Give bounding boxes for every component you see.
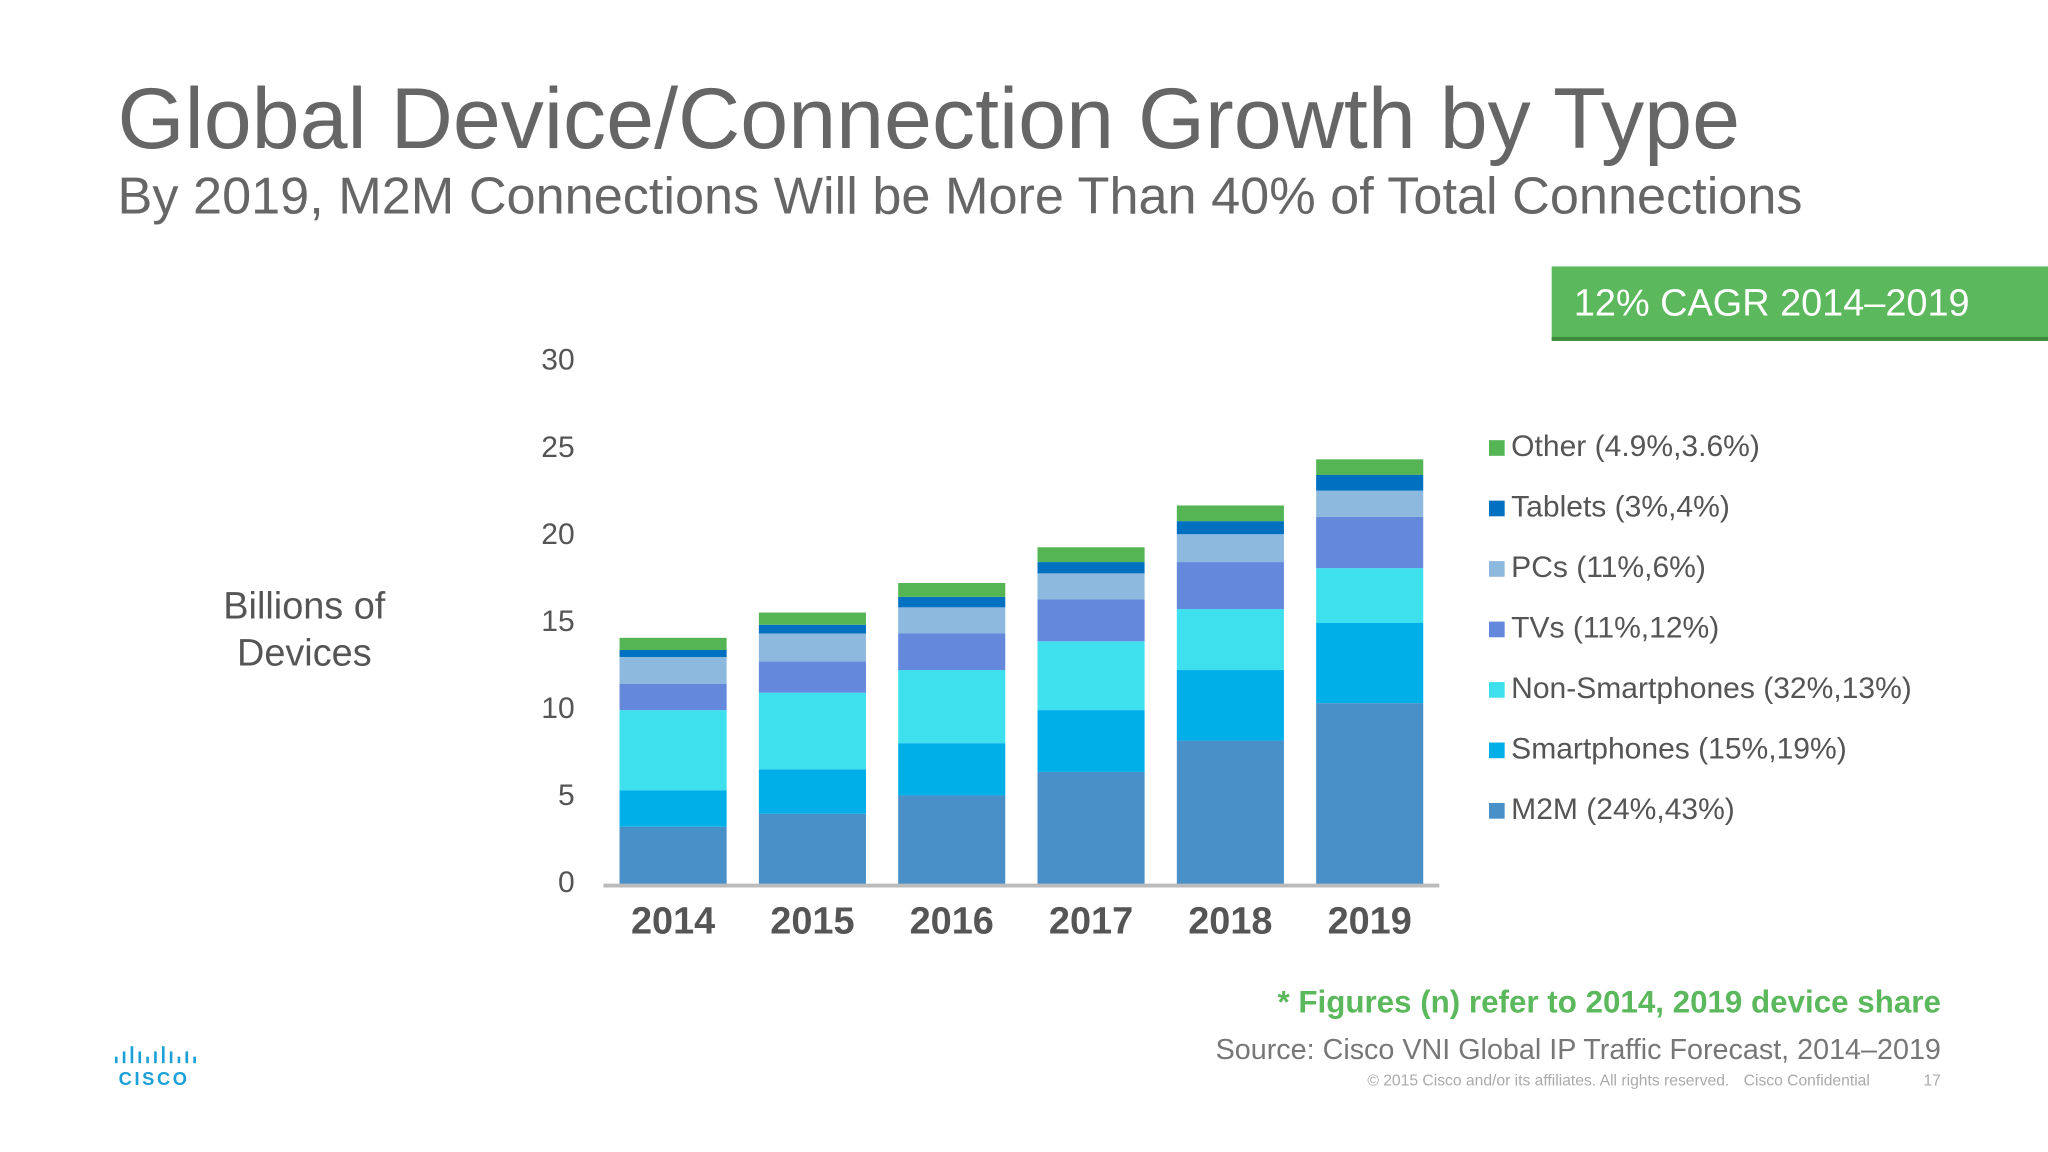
- bar-segment: [758, 813, 866, 885]
- bar-segment: [1176, 609, 1284, 671]
- bar-segment: [1316, 474, 1424, 491]
- y-tick-label: 15: [541, 605, 574, 638]
- bar-segment: [1316, 490, 1424, 517]
- bar-segment: [1176, 505, 1284, 522]
- page-number: 17: [1923, 1073, 1940, 1090]
- y-tick-label: 0: [558, 866, 575, 899]
- x-tick-label: 2018: [1188, 900, 1272, 942]
- bar-segment: [1037, 710, 1145, 772]
- bar-segment: [619, 683, 727, 711]
- bar-segment: [1316, 516, 1424, 569]
- bar-segment: [1176, 670, 1284, 741]
- bar-segment: [758, 624, 866, 634]
- badge-box: [1551, 266, 2048, 341]
- x-tick-label: 2017: [1049, 900, 1133, 942]
- bar-segment: [1037, 547, 1145, 563]
- bar-segment: [758, 633, 866, 662]
- x-tick-label: 2015: [770, 900, 854, 942]
- y-tick-label: 25: [541, 431, 574, 464]
- legend-swatch: [1488, 742, 1505, 759]
- legend-swatch: [1488, 621, 1505, 638]
- y-tick-label: 20: [541, 518, 574, 551]
- bar-segment: [898, 582, 1006, 597]
- copyright: © 2015 Cisco and/or its affiliates. All …: [1367, 1073, 1729, 1090]
- bar-segment: [619, 650, 727, 657]
- bar-segment: [619, 656, 727, 684]
- logo-text: CISCO: [119, 1068, 190, 1089]
- bar-segment: [1037, 573, 1145, 600]
- x-tick-label: 2019: [1328, 900, 1412, 942]
- badge-text: 12% CAGR 2014–2019: [1574, 283, 1970, 325]
- bar-segment: [1316, 703, 1424, 885]
- source: Source: Cisco VNI Global IP Traffic Fore…: [1216, 1034, 1941, 1066]
- bar-segment: [898, 633, 1006, 671]
- confidential: Cisco Confidential: [1744, 1073, 1870, 1090]
- bar-segment: [1037, 562, 1145, 574]
- y-axis-label: Devices: [237, 633, 372, 675]
- bar-segment: [898, 743, 1006, 796]
- bar-segment: [619, 710, 727, 791]
- bar-segment: [1316, 623, 1424, 704]
- bar-segment: [1176, 534, 1284, 563]
- legend-label: TVs (11%,12%): [1511, 611, 1719, 644]
- bar-segment: [758, 661, 866, 693]
- title: Global Device/Connection Growth by Type: [118, 71, 1740, 167]
- bar-segment: [898, 607, 1006, 634]
- bar-segment: [898, 670, 1006, 744]
- bar-segment: [1037, 641, 1145, 711]
- bar-segment: [619, 790, 727, 827]
- legend-label: M2M (24%,43%): [1511, 793, 1735, 826]
- bar-segment: [1176, 562, 1284, 610]
- y-tick-label: 5: [558, 779, 575, 812]
- legend-label: Tablets (3%,4%): [1511, 490, 1730, 523]
- bar-segment: [758, 769, 866, 814]
- bar-segment: [898, 795, 1006, 885]
- legend-label: PCs (11%,6%): [1511, 551, 1706, 584]
- legend-swatch: [1488, 682, 1505, 698]
- bar-segment: [619, 826, 727, 885]
- bar-segment: [1316, 568, 1424, 624]
- bar-segment: [1316, 459, 1424, 475]
- bar-segment: [1176, 521, 1284, 535]
- bar-segment: [898, 596, 1006, 608]
- legend-swatch: [1488, 440, 1505, 456]
- bar-segment: [1037, 599, 1145, 642]
- legend-label: Smartphones (15%,19%): [1511, 732, 1847, 765]
- legend-label: Other (4.9%,3.6%): [1511, 430, 1760, 463]
- bar-segment: [619, 637, 727, 651]
- bar-segment: [1176, 740, 1284, 885]
- y-tick-label: 10: [541, 692, 574, 725]
- legend-swatch: [1488, 561, 1505, 577]
- y-axis-label: Billions of: [223, 586, 386, 628]
- footnote: * Figures (n) refer to 2014, 2019 device…: [1277, 985, 1940, 1020]
- y-tick-label: 30: [541, 344, 574, 377]
- bar-segment: [758, 612, 866, 625]
- legend-swatch: [1488, 803, 1505, 819]
- logo-bars: [114, 1046, 196, 1064]
- x-tick-label: 2014: [631, 900, 715, 942]
- badge-border: [1551, 336, 2048, 341]
- bar-segment: [1037, 771, 1145, 885]
- legend-swatch: [1488, 500, 1505, 517]
- legend-label: Non-Smartphones (32%,13%): [1511, 672, 1912, 705]
- bar-segment: [758, 692, 866, 770]
- subtitle: By 2019, M2M Connections Will be More Th…: [118, 168, 1803, 226]
- x-tick-label: 2016: [910, 900, 994, 942]
